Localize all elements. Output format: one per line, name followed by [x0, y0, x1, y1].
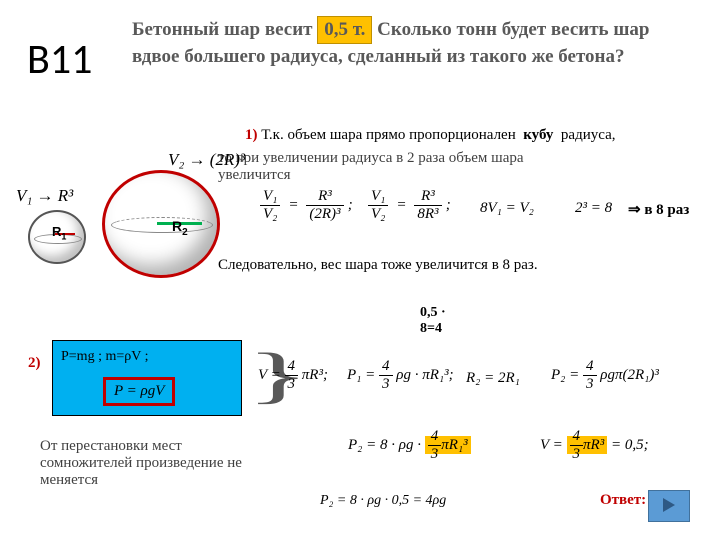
step1b-line: то при увеличении радиуса в 2 раза объем…: [218, 150, 598, 184]
eq-2cube: 2³ = 8: [575, 200, 612, 217]
p2-formula: P₂ = 43 ρgπ(2R₁)³: [551, 358, 659, 393]
ratio-1: V₁V₂ = R³(2R)³ ;: [260, 188, 353, 223]
arrow-in-8: ⇒ в 8 раз: [628, 200, 689, 219]
ratio-2: V₁V₂ = R³8R³ ;: [368, 188, 451, 223]
final-eq: P₂ = 8 · ρg · 0,5 = 4ρg: [320, 493, 446, 509]
triangle-right-icon: [659, 496, 679, 514]
p2-expanded: P₂ = 8 · ρg · 43πR₁³: [348, 428, 471, 463]
step1-text: Т.к. объем шара прямо пропорционален: [261, 127, 516, 143]
formula-box: P=mg ; m=ρV ; P = ρgV: [52, 340, 242, 416]
calc-0-5: 0,5 · 8=4: [420, 305, 470, 337]
task-text: Бетонный шар весит 0,5 т. Сколько тонн б…: [132, 16, 688, 69]
math-v1-r3: V₁ → R³: [16, 186, 73, 206]
step2-marker: 2): [28, 355, 41, 372]
step1-cube: кубу: [523, 127, 553, 143]
p1-formula: P₁ = 43 ρg · πR₁³;: [347, 358, 454, 393]
sphere-big: [102, 170, 220, 278]
math-v2-2r3: V₂ → (2R)³: [168, 150, 245, 170]
p-mg: P=mg ; m=ρV ;: [61, 349, 148, 365]
p-pgv: P = ρgV: [103, 377, 175, 406]
next-button[interactable]: [648, 490, 690, 522]
problem-number: В11: [27, 34, 92, 85]
task-pre: Бетонный шар весит: [132, 19, 313, 40]
eq-8v: 8V₁ = V₂: [480, 200, 534, 217]
v-formula: V = 43 πR³;: [258, 358, 328, 393]
weight-highlight: 0,5 т.: [317, 16, 372, 44]
commutative-note: От перестановки мест сомножителей произв…: [40, 438, 250, 489]
v-0-5: V = 43πR³ = 0,5;: [540, 428, 649, 463]
sphere-big-equator: [111, 217, 213, 233]
r2-2r1: R₂ = 2R₁: [466, 370, 520, 387]
step1-marker: 1): [245, 127, 258, 143]
step1-line: 1) Т.к. объем шара прямо пропорционален …: [245, 127, 616, 144]
consequently: Следовательно, вес шара тоже увеличится …: [218, 257, 538, 274]
label-r2: R2: [172, 218, 188, 238]
label-r1: R1: [52, 224, 66, 242]
step1-radius: радиуса,: [561, 127, 616, 143]
